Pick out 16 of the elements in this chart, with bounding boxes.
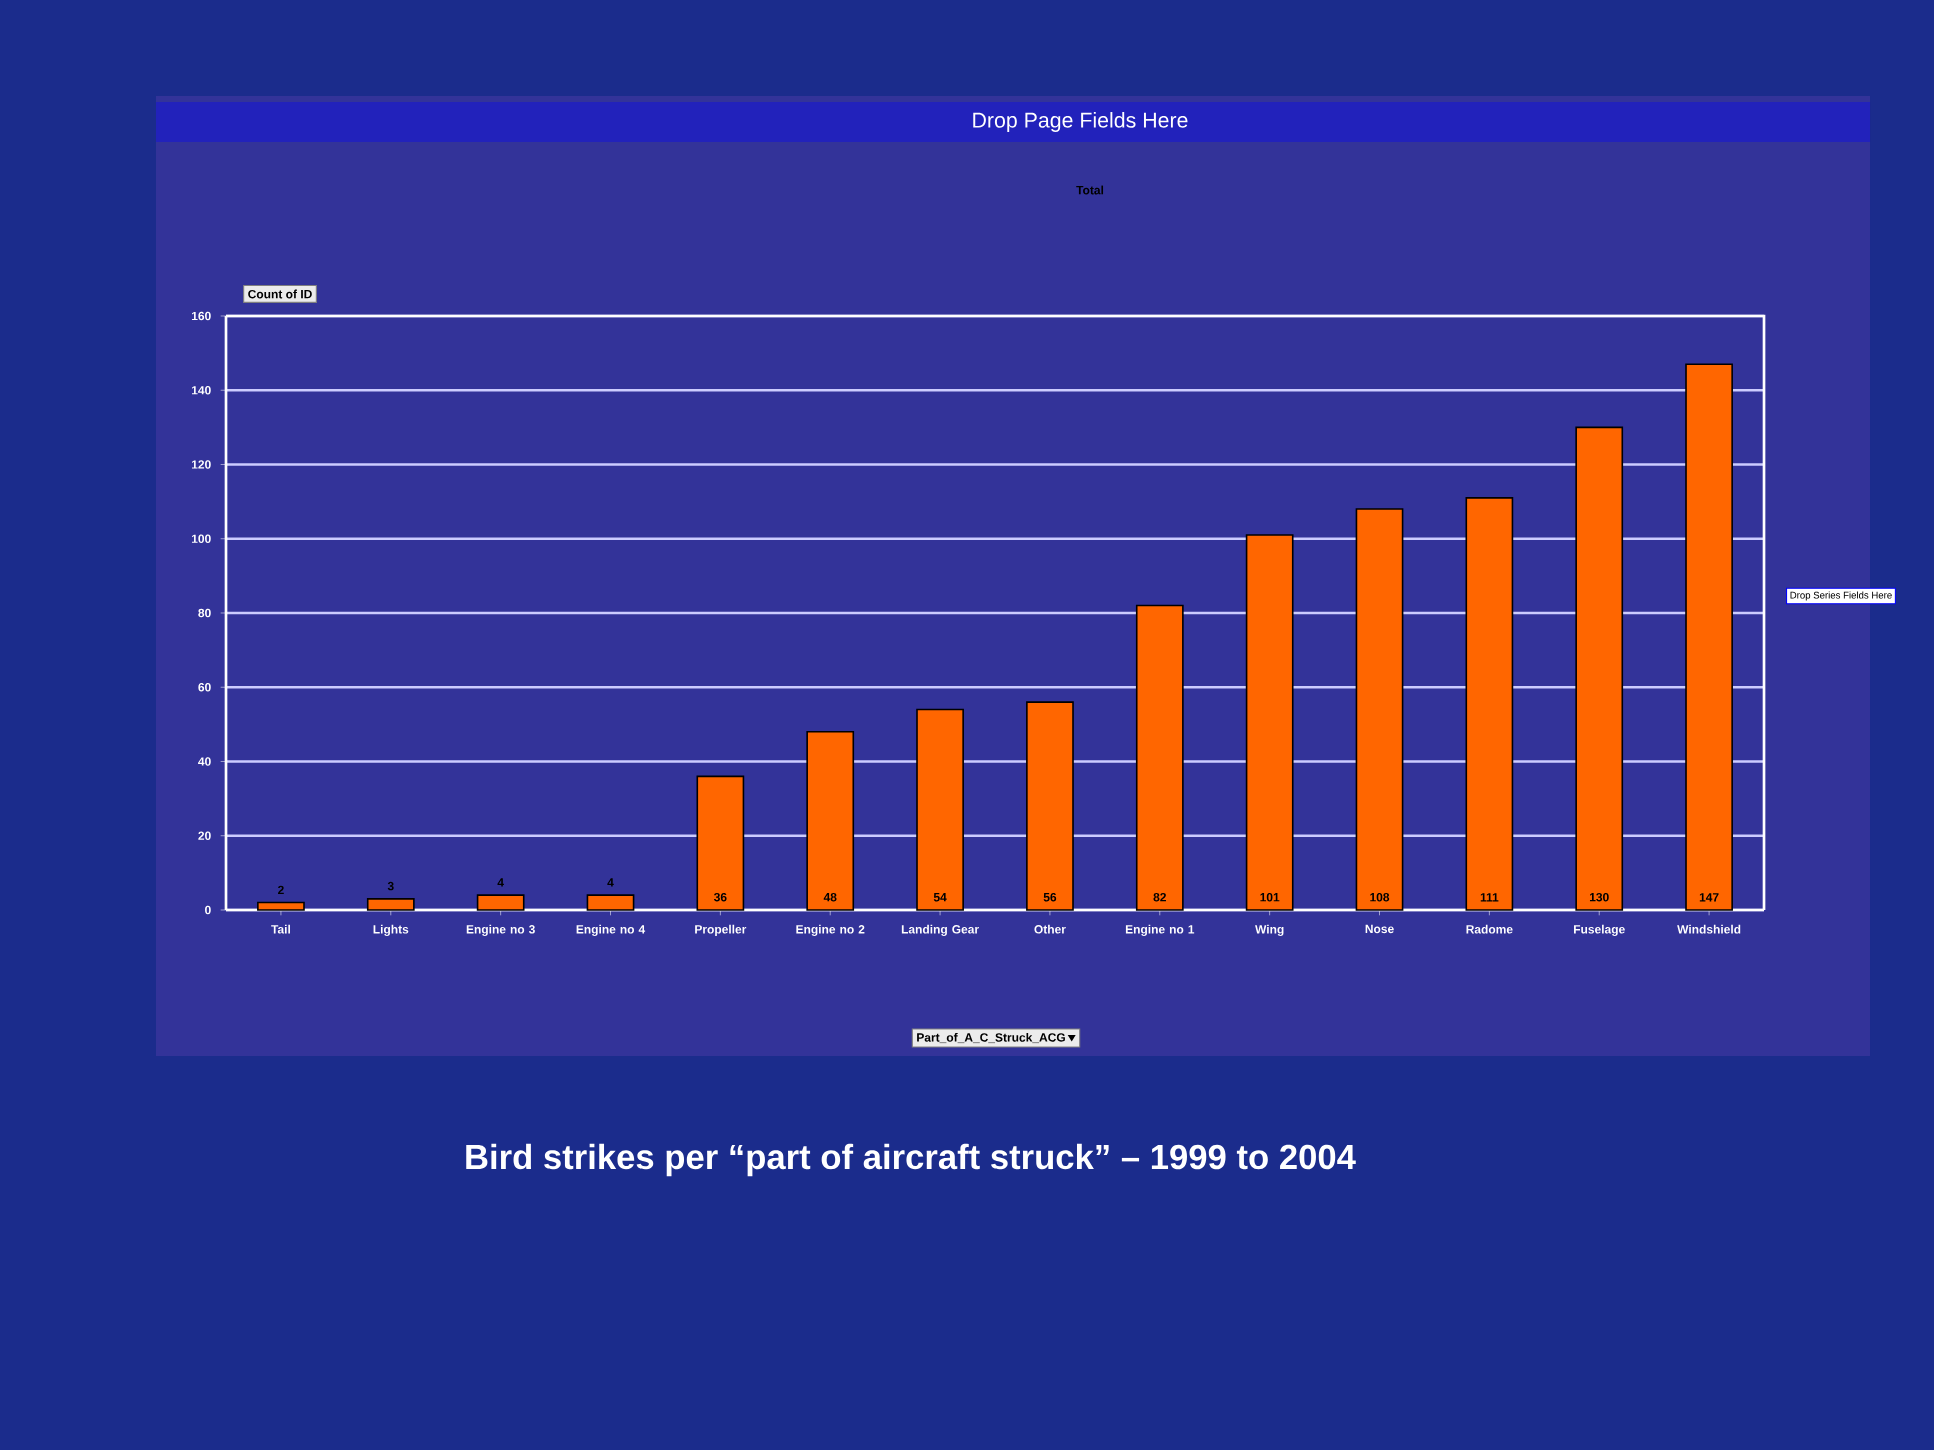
bar xyxy=(366,898,415,911)
text: Drop Page Fields Here xyxy=(973,112,1188,132)
bar xyxy=(1026,701,1074,911)
bar xyxy=(476,894,525,911)
bar xyxy=(1355,508,1404,911)
bar xyxy=(696,775,745,911)
bar xyxy=(916,708,964,911)
bar xyxy=(1575,426,1624,911)
bar xyxy=(257,901,305,911)
bar xyxy=(1685,363,1733,911)
bar xyxy=(586,894,635,911)
bar xyxy=(1245,534,1294,911)
text: Bird strikes per “part of aircraft struck” – 1999 to 2004 xyxy=(466,1143,1356,1177)
bar xyxy=(1465,497,1514,911)
bar xyxy=(806,730,855,911)
bar xyxy=(1135,604,1184,911)
